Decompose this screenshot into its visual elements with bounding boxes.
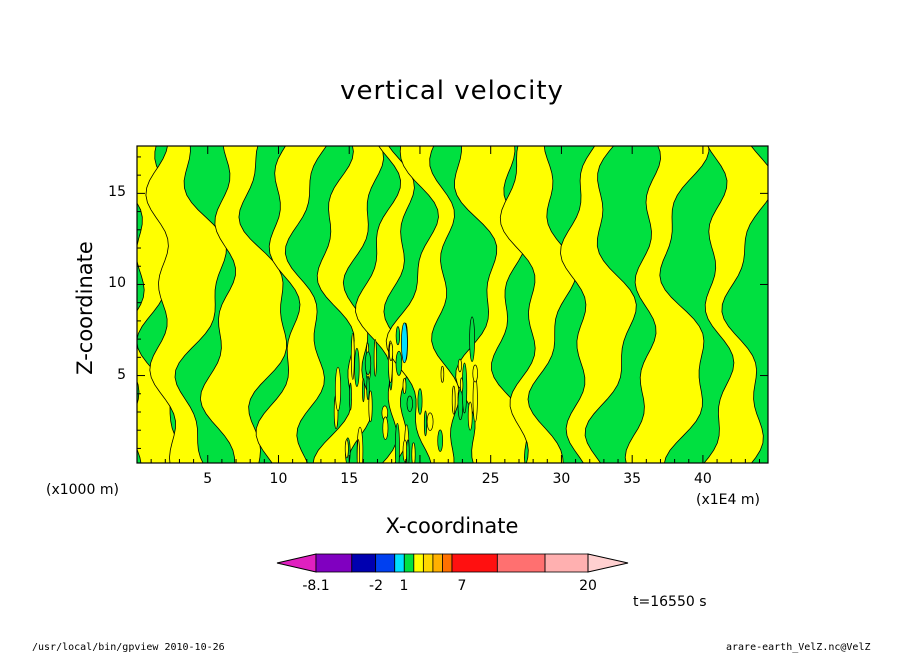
eddy [406,439,410,463]
x-tick-label: 10 [269,471,288,487]
x-axis-ticks [150,146,761,463]
eddy [354,347,360,387]
eddy [467,401,473,431]
small-eddies [333,316,478,463]
colorbar-swatch [375,553,396,573]
colorbar-arrow-high [587,553,629,573]
y-tick-label: 10 [108,275,126,292]
colorbar-swatch [544,553,589,573]
x-tick-label: 30 [552,471,571,487]
colorbar-label: -2 [369,578,383,594]
colorbar-arrow-low [276,553,317,573]
time-label: t=16550 s [633,594,707,610]
eddy [395,326,401,346]
x-tick-label: 40 [693,471,712,487]
updraft-band [624,146,710,463]
x-tick-label: 5 [203,471,213,487]
colorbar-swatch [442,553,453,573]
chart-title: vertical velocity [340,76,564,106]
updraft-band [145,146,227,463]
y-axis-ticks [137,156,768,449]
footer-left: /usr/local/bin/gpview 2010-10-26 [32,642,225,653]
eddy [382,416,389,440]
eddy [368,390,373,423]
y-tick-label: 5 [117,366,126,383]
eddy [437,429,444,452]
y-axis-label: Z-coordinate [73,241,97,375]
x-tick-label: 20 [411,471,429,487]
eddy [394,422,400,463]
colorbar-label: 20 [579,578,597,594]
eddy [451,385,456,415]
updraft-band [499,146,577,463]
updraft-band [703,146,768,463]
eddy [469,316,475,363]
eddy [395,350,403,376]
eddy [366,375,370,401]
x-tick-label: 15 [340,471,359,487]
colorbar-label: -8.1 [302,578,330,594]
updraft-band [199,146,287,463]
updraft-band [560,146,637,463]
eddy [364,351,372,375]
eddy [350,332,355,380]
eddy [417,388,423,415]
x-unit-left: (x1000 m) [46,482,119,498]
eddy [356,439,360,463]
colorbar-swatch [394,553,405,573]
eddy [402,377,407,395]
colorbar-swatch [315,553,353,573]
plot-frame [136,145,769,464]
colorbar-swatch [351,553,377,573]
eddy [459,377,464,393]
colorbar-swatch [451,553,498,573]
colorbar-swatch [403,553,415,573]
eddy [373,339,377,377]
eddy [472,364,478,383]
updraft-band [255,146,327,463]
eddy [406,395,413,412]
eddy [472,376,478,423]
eddy-strong [401,322,408,364]
eddy [334,366,342,412]
x-axis-label: X-coordinate [385,514,519,538]
contour-field [137,146,768,463]
colorbar [276,553,629,573]
x-tick-label: 25 [481,471,500,487]
colorbar-swatch [422,553,434,573]
eddy [426,412,434,431]
eddy [411,442,416,463]
colorbar-label: 7 [457,578,467,594]
eddy [362,378,365,403]
colorbar-swatch [432,553,443,573]
footer-right: arare-earth_VelZ.nc@VelZ [726,642,871,653]
eddy [440,365,445,383]
updraft-band [312,146,385,463]
eddy [423,410,428,437]
y-tick-label: 15 [108,184,126,201]
eddy [388,342,394,361]
x-tick-label: 35 [623,471,642,487]
colorbar-label: 1 [399,578,409,594]
eddy [457,358,462,373]
colorbar-swatch [413,553,424,573]
colorbar-swatch [496,553,546,573]
x-unit-right: (x1E4 m) [696,492,760,508]
eddy [349,382,352,411]
eddy [344,439,349,459]
updraft-bands [137,146,768,463]
